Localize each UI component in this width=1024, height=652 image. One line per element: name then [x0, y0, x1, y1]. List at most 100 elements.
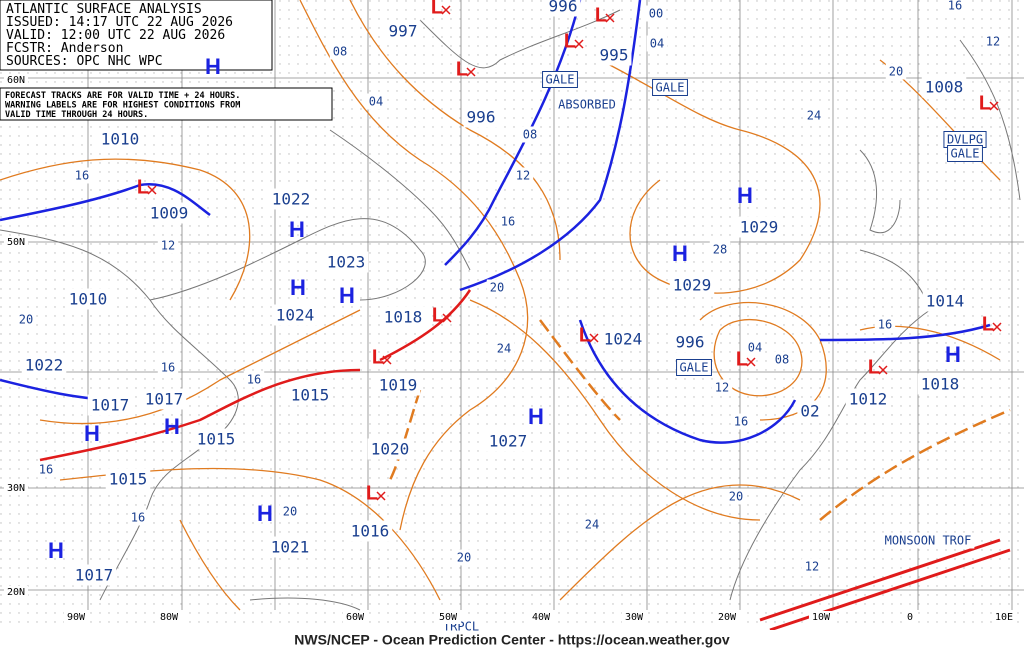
isobar-label: 12	[715, 381, 729, 395]
low-cross	[589, 333, 599, 343]
isobar-label-box	[35, 461, 57, 478]
pressure-label: 1015	[291, 386, 330, 405]
warning-label-box	[542, 71, 578, 88]
footer-bar	[0, 630, 1024, 652]
low-cross	[376, 491, 386, 501]
feature-label-box	[881, 532, 975, 549]
pressure-label: 996	[549, 0, 578, 16]
latitude-label: 60N	[7, 75, 25, 86]
warning-label: GALE	[656, 81, 685, 95]
isobar-label: 16	[878, 318, 892, 332]
isobar-label-box	[365, 93, 387, 110]
warning-label: GALE	[546, 73, 575, 87]
pressure-label: 1020	[371, 440, 410, 459]
low-center: L	[979, 92, 991, 114]
warning-label: GALE	[951, 147, 980, 161]
longitude-label: 10W	[812, 612, 831, 623]
pressure-label-box	[917, 373, 963, 395]
pressure-label: 1012	[849, 390, 888, 409]
low-cross	[746, 357, 756, 367]
pressure-label: 1021	[271, 538, 310, 557]
isobar-label-box	[771, 351, 793, 368]
isobar-label-box	[157, 237, 179, 254]
pressure-label-box	[193, 428, 239, 450]
latitude-label-box	[3, 482, 29, 495]
pressure-label-box	[545, 0, 581, 17]
longitude-label: 60W	[346, 612, 365, 623]
longitude-label: 10E	[995, 612, 1013, 623]
high-center: H	[945, 342, 961, 367]
low-center: L	[736, 348, 748, 370]
isobar-label-box	[725, 488, 747, 505]
pressure-label-box	[146, 202, 192, 224]
note-box	[0, 87, 333, 121]
pressure-label: 02	[800, 402, 819, 421]
isobar-label: 04	[748, 341, 762, 355]
pressure-label: 1009	[150, 204, 189, 223]
isobar-label-box	[243, 371, 265, 388]
isobar-label-box	[885, 63, 907, 80]
longitude-label-box	[903, 611, 917, 624]
longitude-label: 30W	[625, 612, 644, 623]
warning-label-box	[652, 79, 688, 96]
isobar-label-box	[329, 43, 351, 60]
longitude-label-box	[63, 611, 90, 624]
pressure-label-box	[736, 216, 782, 238]
longitude-label-box	[714, 611, 741, 624]
pressure-label-box	[21, 354, 67, 376]
longitude-label: 40W	[532, 612, 551, 623]
pressure-label-box	[141, 388, 187, 410]
isobar-label-box	[512, 167, 534, 184]
isobar-label: 08	[775, 353, 789, 367]
longitude-label: 0	[907, 612, 913, 623]
pressure-label: 1016	[351, 522, 390, 541]
pressure-label-box	[87, 394, 133, 416]
isobar-label: 08	[523, 128, 537, 142]
isobar-label-box	[874, 316, 896, 333]
low-cross	[605, 13, 615, 23]
warning-label: DVLPG	[947, 133, 983, 147]
isobar-label: 20	[889, 65, 903, 79]
low-cross	[878, 365, 888, 375]
low-cross	[989, 101, 999, 111]
isobar-label: 16	[161, 361, 175, 375]
latitude-label-box	[3, 236, 29, 249]
isobar-label-box	[493, 340, 515, 357]
isobar-label-box	[127, 509, 149, 526]
high-center: H	[164, 414, 180, 439]
note-line: WARNING LABELS ARE FOR HIGHEST CONDITION…	[5, 101, 240, 111]
pressure-label: 1018	[921, 375, 960, 394]
isobar-label-box	[497, 213, 519, 230]
pressure-label: 1017	[75, 566, 114, 585]
isobar-label: 16	[501, 215, 515, 229]
pressure-label-box	[105, 468, 151, 490]
longitude-label-box	[156, 611, 183, 624]
pressure-label-box	[367, 438, 413, 460]
high-center: H	[205, 54, 221, 79]
latitude-label-box	[3, 586, 29, 599]
isobars	[0, 0, 1001, 611]
pressure-label: 1024	[604, 330, 643, 349]
footer: NWS/NCEP - Ocean Prediction Center - htt…	[294, 632, 730, 648]
pressure-label-box	[272, 304, 318, 326]
pressure-label: 1008	[925, 78, 964, 97]
low-center: L	[137, 176, 149, 198]
pressure-label: 996	[676, 333, 705, 352]
isobar-label: 08	[333, 45, 347, 59]
high-center: H	[737, 183, 753, 208]
pressure-label: 1014	[926, 292, 965, 311]
isobar-label-box	[157, 359, 179, 376]
low-center: L	[579, 324, 591, 346]
pressure-label-box	[347, 520, 393, 542]
pressure-label-box	[375, 374, 421, 396]
note-line: VALID TIME THROUGH 24 HOURS.	[5, 110, 148, 120]
pressure-label: 1015	[197, 430, 236, 449]
isobar-label: 12	[805, 560, 819, 574]
low-center: L	[982, 313, 994, 335]
pressure-label: 1019	[379, 376, 418, 395]
high-center: H	[290, 275, 306, 300]
pressure-label-box	[600, 328, 646, 350]
pressure-label: 1023	[327, 253, 366, 272]
warning-label: GALE	[680, 361, 709, 375]
low-cross	[147, 185, 157, 195]
